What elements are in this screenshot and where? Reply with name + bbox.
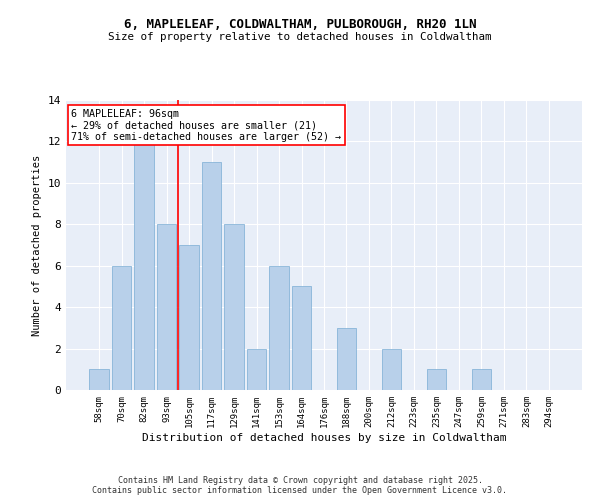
Bar (382, 348, 401, 390)
Bar (247, 348, 266, 390)
Bar (269, 266, 289, 390)
Bar (179, 245, 199, 390)
Bar (157, 224, 176, 390)
Bar (224, 224, 244, 390)
Y-axis label: Number of detached properties: Number of detached properties (32, 154, 42, 336)
Text: 6 MAPLELEAF: 96sqm
← 29% of detached houses are smaller (21)
71% of semi-detache: 6 MAPLELEAF: 96sqm ← 29% of detached hou… (71, 108, 341, 142)
Text: 6, MAPLELEAF, COLDWALTHAM, PULBOROUGH, RH20 1LN: 6, MAPLELEAF, COLDWALTHAM, PULBOROUGH, R… (124, 18, 476, 30)
Bar (202, 162, 221, 390)
Bar (427, 370, 446, 390)
Bar (134, 142, 154, 390)
Bar (89, 370, 109, 390)
Text: Contains HM Land Registry data © Crown copyright and database right 2025.
Contai: Contains HM Land Registry data © Crown c… (92, 476, 508, 495)
Bar (337, 328, 356, 390)
Bar (112, 266, 131, 390)
Bar (292, 286, 311, 390)
Bar (472, 370, 491, 390)
Text: Size of property relative to detached houses in Coldwaltham: Size of property relative to detached ho… (108, 32, 492, 42)
X-axis label: Distribution of detached houses by size in Coldwaltham: Distribution of detached houses by size … (142, 432, 506, 442)
